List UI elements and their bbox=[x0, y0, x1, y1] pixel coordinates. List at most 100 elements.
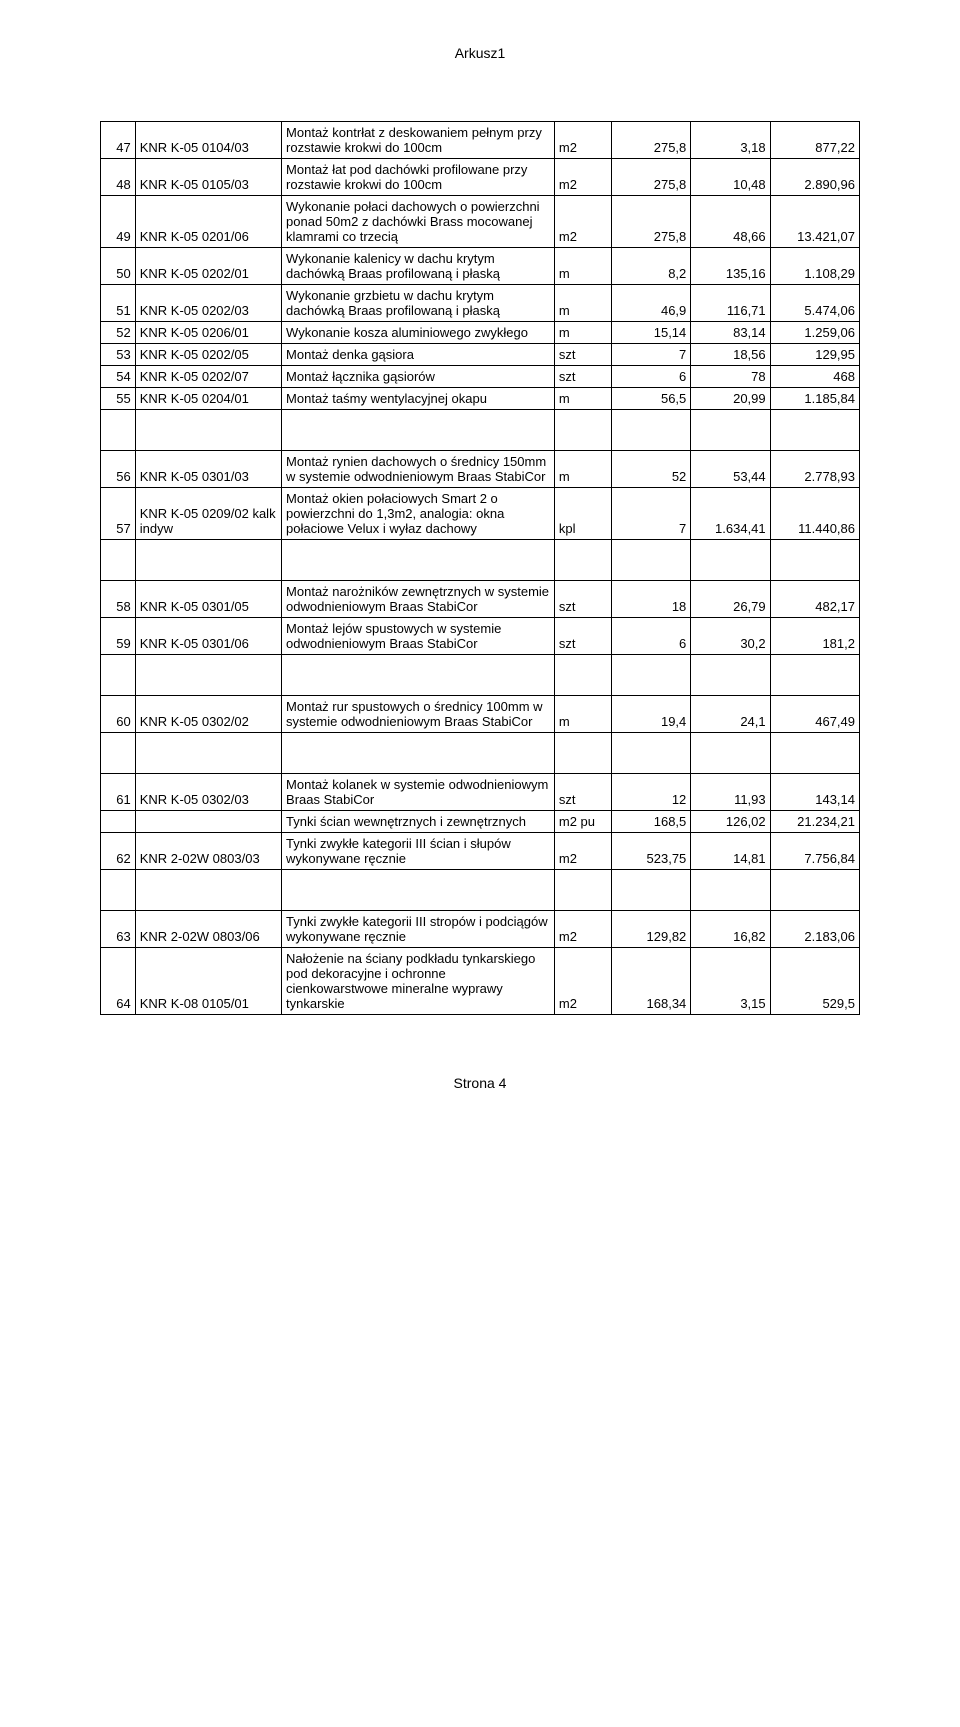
table-row bbox=[101, 540, 860, 581]
row-number: 53 bbox=[101, 344, 136, 366]
row-price: 78 bbox=[691, 366, 770, 388]
empty-cell bbox=[691, 870, 770, 911]
empty-cell bbox=[554, 410, 611, 451]
row-desc: Montaż okien połaciowych Smart 2 o powie… bbox=[282, 488, 555, 540]
row-ref: KNR K-05 0105/03 bbox=[135, 159, 281, 196]
table-row: 62KNR 2-02W 0803/03Tynki zwykłe kategori… bbox=[101, 833, 860, 870]
row-price: 83,14 bbox=[691, 322, 770, 344]
table-row: 60KNR K-05 0302/02Montaż rur spustowych … bbox=[101, 696, 860, 733]
empty-cell bbox=[611, 655, 690, 696]
row-unit: m bbox=[554, 451, 611, 488]
row-value: 21.234,21 bbox=[770, 811, 859, 833]
row-value: 129,95 bbox=[770, 344, 859, 366]
table-row: 57KNR K-05 0209/02 kalk indywMontaż okie… bbox=[101, 488, 860, 540]
empty-cell bbox=[282, 733, 555, 774]
row-value: 2.778,93 bbox=[770, 451, 859, 488]
row-qty: 168,5 bbox=[611, 811, 690, 833]
empty-cell bbox=[554, 870, 611, 911]
empty-cell bbox=[691, 733, 770, 774]
row-price: 135,16 bbox=[691, 248, 770, 285]
row-desc: Wykonanie połaci dachowych o powierzchni… bbox=[282, 196, 555, 248]
sheet-title: Arkusz1 bbox=[100, 45, 860, 61]
row-value: 467,49 bbox=[770, 696, 859, 733]
row-desc: Montaż narożników zewnętrznych w systemi… bbox=[282, 581, 555, 618]
row-desc: Montaż taśmy wentylacyjnej okapu bbox=[282, 388, 555, 410]
row-number: 59 bbox=[101, 618, 136, 655]
empty-cell bbox=[611, 540, 690, 581]
table-row bbox=[101, 655, 860, 696]
row-qty: 8,2 bbox=[611, 248, 690, 285]
row-unit: m2 bbox=[554, 833, 611, 870]
empty-cell bbox=[611, 733, 690, 774]
page-footer: Strona 4 bbox=[100, 1075, 860, 1091]
row-qty: 7 bbox=[611, 488, 690, 540]
row-price: 48,66 bbox=[691, 196, 770, 248]
table-row: 52KNR K-05 0206/01Wykonanie kosza alumin… bbox=[101, 322, 860, 344]
row-value: 2.890,96 bbox=[770, 159, 859, 196]
row-qty: 168,34 bbox=[611, 948, 690, 1015]
row-qty: 129,82 bbox=[611, 911, 690, 948]
empty-cell bbox=[135, 655, 281, 696]
row-qty: 52 bbox=[611, 451, 690, 488]
row-ref: KNR K-05 0302/03 bbox=[135, 774, 281, 811]
row-unit: m2 bbox=[554, 911, 611, 948]
row-ref: KNR 2-02W 0803/03 bbox=[135, 833, 281, 870]
empty-cell bbox=[691, 410, 770, 451]
row-qty: 15,14 bbox=[611, 322, 690, 344]
row-number: 56 bbox=[101, 451, 136, 488]
row-unit: kpl bbox=[554, 488, 611, 540]
table-row: 53KNR K-05 0202/05Montaż denka gąsiorasz… bbox=[101, 344, 860, 366]
row-desc: Montaż łat pod dachówki profilowane przy… bbox=[282, 159, 555, 196]
empty-cell bbox=[554, 655, 611, 696]
row-value: 877,22 bbox=[770, 122, 859, 159]
row-value: 1.185,84 bbox=[770, 388, 859, 410]
empty-cell bbox=[691, 540, 770, 581]
row-qty: 275,8 bbox=[611, 196, 690, 248]
row-value: 1.108,29 bbox=[770, 248, 859, 285]
row-ref: KNR K-05 0202/01 bbox=[135, 248, 281, 285]
row-number: 55 bbox=[101, 388, 136, 410]
row-unit: szt bbox=[554, 344, 611, 366]
row-ref: KNR K-05 0202/07 bbox=[135, 366, 281, 388]
row-ref: KNR 2-02W 0803/06 bbox=[135, 911, 281, 948]
row-unit: m bbox=[554, 388, 611, 410]
row-value: 11.440,86 bbox=[770, 488, 859, 540]
row-number: 47 bbox=[101, 122, 136, 159]
table-row: 64KNR K-08 0105/01Nałożenie na ściany po… bbox=[101, 948, 860, 1015]
empty-cell bbox=[101, 870, 136, 911]
row-value: 181,2 bbox=[770, 618, 859, 655]
row-number: 58 bbox=[101, 581, 136, 618]
empty-cell bbox=[770, 655, 859, 696]
row-ref: KNR K-05 0201/06 bbox=[135, 196, 281, 248]
row-unit: m bbox=[554, 285, 611, 322]
empty-cell bbox=[611, 870, 690, 911]
row-desc: Montaż rur spustowych o średnicy 100mm w… bbox=[282, 696, 555, 733]
table-row: 63KNR 2-02W 0803/06Tynki zwykłe kategori… bbox=[101, 911, 860, 948]
row-price: 116,71 bbox=[691, 285, 770, 322]
row-price: 26,79 bbox=[691, 581, 770, 618]
table-row: 51KNR K-05 0202/03Wykonanie grzbietu w d… bbox=[101, 285, 860, 322]
row-value: 143,14 bbox=[770, 774, 859, 811]
row-number: 52 bbox=[101, 322, 136, 344]
table-row: 55KNR K-05 0204/01Montaż taśmy wentylacy… bbox=[101, 388, 860, 410]
row-qty: 275,8 bbox=[611, 159, 690, 196]
empty-cell bbox=[101, 540, 136, 581]
table-row: 50KNR K-05 0202/01Wykonanie kalenicy w d… bbox=[101, 248, 860, 285]
row-ref bbox=[135, 811, 281, 833]
cost-table: 47KNR K-05 0104/03Montaż kontrłat z desk… bbox=[100, 121, 860, 1015]
empty-cell bbox=[282, 655, 555, 696]
empty-cell bbox=[770, 540, 859, 581]
empty-cell bbox=[770, 410, 859, 451]
row-unit: m bbox=[554, 322, 611, 344]
row-desc: Tynki zwykłe kategorii III ścian i słupó… bbox=[282, 833, 555, 870]
row-desc: Montaż kolanek w systemie odwodnieniowym… bbox=[282, 774, 555, 811]
row-number: 63 bbox=[101, 911, 136, 948]
table-row bbox=[101, 410, 860, 451]
row-ref: KNR K-05 0104/03 bbox=[135, 122, 281, 159]
row-price: 53,44 bbox=[691, 451, 770, 488]
empty-cell bbox=[770, 733, 859, 774]
empty-cell bbox=[135, 870, 281, 911]
row-value: 1.259,06 bbox=[770, 322, 859, 344]
row-price: 3,18 bbox=[691, 122, 770, 159]
row-value: 482,17 bbox=[770, 581, 859, 618]
